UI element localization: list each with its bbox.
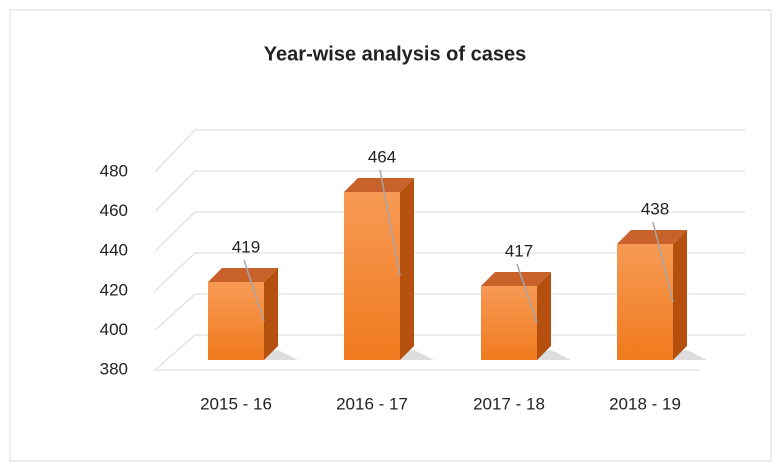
- bar-side: [264, 268, 278, 360]
- grid-line: [154, 129, 745, 173]
- bar-top: [208, 268, 278, 282]
- y-tick-label: 420: [100, 280, 128, 299]
- bar-top: [617, 230, 687, 244]
- data-label: 419: [232, 237, 260, 256]
- chart-title: Year-wise analysis of cases: [264, 43, 526, 65]
- grid-line: [154, 252, 745, 292]
- grid-line: [154, 334, 745, 371]
- bar-side: [673, 230, 687, 360]
- bar-top: [344, 178, 414, 192]
- bar-side: [537, 272, 551, 360]
- bar-top: [481, 272, 551, 286]
- data-label: 417: [505, 241, 533, 260]
- bar: [481, 286, 537, 360]
- label-leader: [243, 259, 265, 322]
- bar: [208, 282, 264, 360]
- grid-line: [154, 211, 745, 252]
- x-tick-label: 2018 - 19: [609, 394, 681, 413]
- label-leader: [379, 169, 401, 277]
- bar-side: [400, 178, 414, 360]
- bar: [617, 244, 673, 360]
- y-tick-label: 480: [100, 161, 128, 180]
- data-label: 438: [641, 199, 669, 218]
- y-tick-label: 440: [100, 241, 128, 260]
- x-tick-label: 2015 - 16: [200, 394, 272, 413]
- label-leader: [652, 221, 674, 303]
- y-tick-label: 400: [100, 320, 128, 339]
- bar: [344, 192, 400, 360]
- label-leader: [516, 263, 538, 324]
- x-tick-label: 2016 - 17: [336, 394, 408, 413]
- x-tick-label: 2017 - 18: [473, 394, 545, 413]
- y-tick-label: 460: [100, 201, 128, 220]
- data-label: 464: [368, 147, 396, 166]
- grid-line: [154, 293, 745, 331]
- y-tick-label: 380: [100, 359, 128, 378]
- grid-line: [154, 170, 745, 212]
